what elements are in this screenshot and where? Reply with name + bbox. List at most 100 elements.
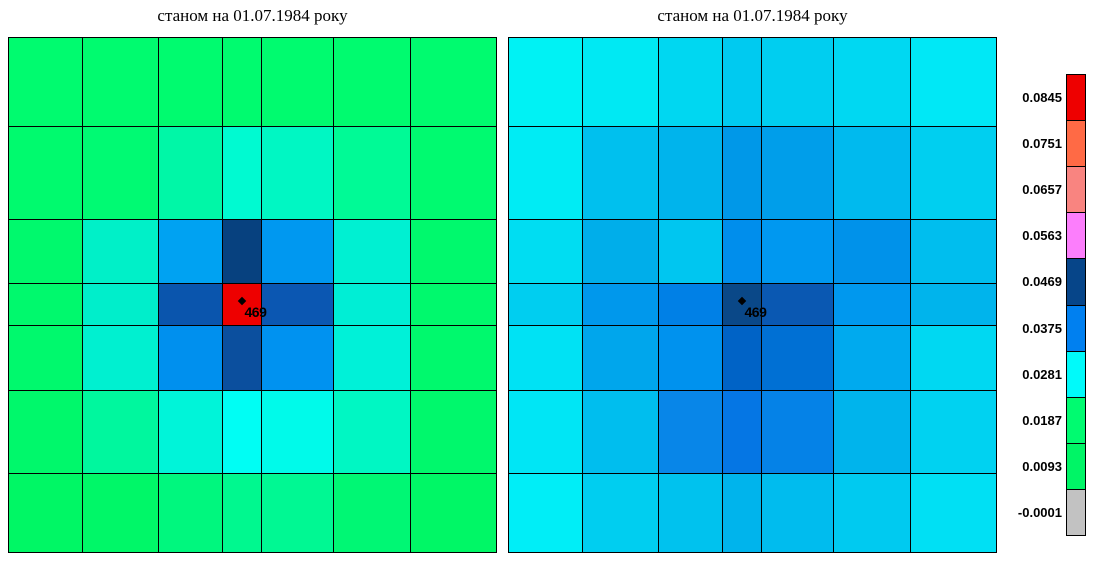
grid-cell [508, 126, 583, 220]
legend-color-box [1066, 212, 1086, 259]
grid-cell [8, 126, 83, 220]
grid-cell [82, 283, 159, 326]
legend-color-box [1066, 258, 1086, 306]
grid-cell [658, 283, 723, 326]
grid-cell [8, 390, 83, 474]
grid-cell [508, 325, 583, 391]
grid-cell [658, 219, 723, 284]
grid-cell [658, 473, 723, 553]
grid-cell [261, 126, 334, 220]
grid-cell [222, 390, 262, 474]
grid-cell [82, 325, 159, 391]
grid-cell [82, 219, 159, 284]
grid-cell [82, 126, 159, 220]
grid-cell [658, 390, 723, 474]
grid-cell [833, 325, 911, 391]
grid-cell [333, 473, 411, 553]
grid-cell [333, 283, 411, 326]
grid-cell [833, 283, 911, 326]
grid-cell [582, 219, 659, 284]
legend-color-box [1066, 443, 1086, 490]
legend-color-box [1066, 120, 1086, 167]
grid-cell [582, 390, 659, 474]
grid-cell [333, 219, 411, 284]
grid-cell [158, 219, 223, 284]
grid-cell [158, 37, 223, 127]
grid-cell [222, 126, 262, 220]
grid-cell [910, 219, 997, 284]
grid-cell [833, 219, 911, 284]
grid-cell [410, 219, 497, 284]
grid-cell [82, 473, 159, 553]
legend-color-box [1066, 351, 1086, 398]
grid-cell [508, 390, 583, 474]
grid-cell [508, 283, 583, 326]
grid-cell [410, 126, 497, 220]
legend-label: 0.0375 [1022, 321, 1062, 336]
grid-cell [910, 283, 997, 326]
legend-label: 0.0093 [1022, 459, 1062, 474]
grid-cell [410, 283, 497, 326]
grid-cell [761, 325, 834, 391]
grid-cell [333, 37, 411, 127]
grid-cell [82, 390, 159, 474]
legend-color-box [1066, 74, 1086, 121]
grid-cell [410, 37, 497, 127]
heatmap-grid-left: 469 [8, 37, 497, 553]
grid-cell [910, 473, 997, 553]
grid-cell [261, 219, 334, 284]
grid-cell [722, 325, 762, 391]
grid-cell [222, 37, 262, 127]
well-label: 469 [744, 304, 767, 320]
grid-cell [722, 219, 762, 284]
legend-label: 0.0563 [1022, 228, 1062, 243]
grid-cell [158, 390, 223, 474]
grid-cell [910, 126, 997, 220]
grid-cell [222, 473, 262, 553]
grid-cell [761, 473, 834, 553]
grid-cell [158, 126, 223, 220]
legend-label: 0.0657 [1022, 182, 1062, 197]
grid-cell [410, 390, 497, 474]
heatmap-grid-right: 469 [508, 37, 997, 553]
grid-cell [158, 325, 223, 391]
grid-cell [508, 473, 583, 553]
grid-cell [761, 126, 834, 220]
legend-label: -0.0001 [1017, 505, 1062, 520]
grid-cell [910, 37, 997, 127]
grid-cell [8, 219, 83, 284]
grid-cell [158, 283, 223, 326]
legend-color-box [1066, 489, 1086, 536]
legend-label: 0.0281 [1022, 367, 1062, 382]
grid-cell [410, 325, 497, 391]
legend-label: 0.0469 [1022, 274, 1062, 289]
grid-cell [333, 325, 411, 391]
grid-cell [410, 473, 497, 553]
grid-cell [833, 126, 911, 220]
legend-color-box [1066, 397, 1086, 444]
grid-cell [222, 219, 262, 284]
grid-cell [261, 37, 334, 127]
grid-cell [761, 219, 834, 284]
grid-cell [833, 37, 911, 127]
grid-cell [582, 283, 659, 326]
legend-color-box [1066, 166, 1086, 213]
grid-cell [333, 126, 411, 220]
grid-cell [8, 473, 83, 553]
grid-cell [722, 37, 762, 127]
grid-cell [82, 37, 159, 127]
grid-cell [910, 390, 997, 474]
grid-cell [833, 473, 911, 553]
grid-cell [261, 283, 334, 326]
grid-cell [222, 325, 262, 391]
grid-cell [8, 283, 83, 326]
grid-cell [658, 37, 723, 127]
legend-label: 0.0751 [1022, 136, 1062, 151]
grid-cell [222, 283, 262, 326]
grid-cell [722, 473, 762, 553]
grid-cell [722, 390, 762, 474]
grid-cell [910, 325, 997, 391]
grid-cell [8, 325, 83, 391]
grid-cell [658, 126, 723, 220]
